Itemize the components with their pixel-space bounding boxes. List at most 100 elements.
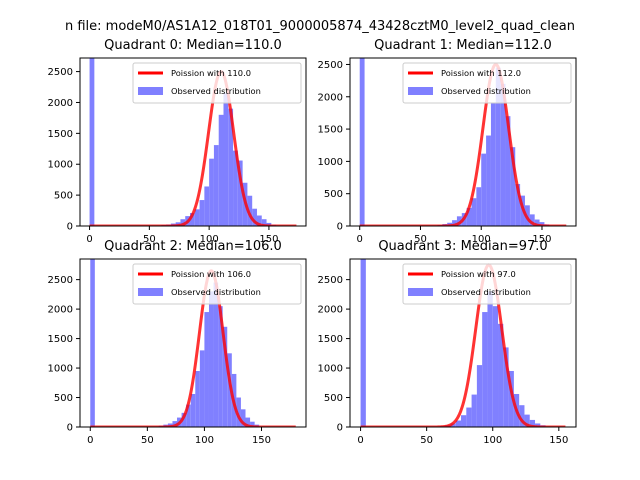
histogram-bar	[492, 306, 499, 427]
y-tick-label: 2500	[318, 275, 343, 286]
histogram-bar	[515, 184, 521, 226]
y-tick-label: 2000	[318, 305, 343, 316]
y-tick-label: 0	[337, 423, 343, 434]
x-tick-label: 150	[252, 435, 271, 446]
y-tick-label: 2500	[48, 275, 73, 286]
histogram-bar	[208, 291, 214, 427]
x-tick-label: 0	[357, 435, 363, 446]
histogram-bar	[199, 200, 205, 226]
histogram-bar	[466, 407, 472, 427]
histogram-bar	[247, 195, 253, 226]
y-tick-label: 500	[324, 393, 343, 404]
legend-observed-label: Observed distribution	[171, 287, 261, 297]
histogram-bar	[452, 220, 457, 226]
legend-observed-label: Observed distribution	[441, 86, 531, 96]
histogram-bar	[233, 150, 238, 226]
legend-fit-label: Poission with 106.0	[171, 269, 251, 279]
histogram-bar	[190, 213, 195, 226]
histogram-bar	[471, 198, 477, 226]
axes-frame	[79, 57, 307, 227]
legend: Poission with 106.0 Observed distribution	[132, 263, 302, 305]
x-tick-label: 100	[195, 435, 214, 446]
x-tick-label: 50	[420, 435, 433, 446]
figure-suptitle: n file: modeM0/AS1A12_018T01_9000005874_…	[65, 19, 575, 34]
histogram-bar	[245, 417, 251, 427]
histogram-bar	[535, 423, 541, 427]
y-tick-label: 2500	[318, 60, 343, 71]
subplot-title: Quadrant 0: Median=110.0	[104, 38, 282, 53]
y-tick-label: 500	[54, 191, 73, 202]
histogram-bar	[490, 103, 496, 226]
legend: Poission with 97.0 Observed distribution	[402, 263, 572, 305]
histogram-bar	[481, 153, 487, 226]
histogram-bar	[180, 219, 186, 226]
y-tick-label: 500	[324, 189, 343, 200]
histogram-bar	[476, 187, 482, 226]
histogram-bar	[461, 415, 467, 427]
histogram-bar	[486, 135, 491, 226]
subplot-title: Quadrant 3: Median=97.0	[378, 239, 547, 254]
legend-fit-label: Poission with 97.0	[441, 269, 516, 279]
histogram-bar	[194, 209, 200, 226]
x-tick-label: 50	[141, 435, 154, 446]
x-tick-label: 0	[87, 435, 93, 446]
histogram-bar	[498, 323, 504, 427]
x-tick-label: 100	[483, 435, 502, 446]
histogram-bar	[487, 291, 493, 427]
poisson-fit-line	[359, 263, 567, 427]
histogram-bar-zero	[360, 259, 366, 427]
histogram-bar	[204, 312, 209, 427]
histogram-bar	[539, 222, 545, 226]
histogram-bar	[213, 282, 219, 427]
legend-observed-swatch	[138, 87, 163, 95]
y-tick-label: 1000	[318, 364, 343, 375]
subplot-title: Quadrant 1: Median=112.0	[374, 38, 552, 53]
histogram-bar	[186, 404, 191, 427]
x-tick-label: 150	[259, 234, 278, 245]
legend-box	[132, 62, 302, 104]
histogram-bar	[172, 421, 178, 427]
legend-observed-label: Observed distribution	[171, 86, 261, 96]
histogram-bar	[181, 412, 187, 427]
histogram-bar	[261, 219, 267, 226]
plot-area	[89, 259, 297, 427]
y-tick-label: 2500	[48, 67, 73, 78]
histogram-bar	[466, 207, 472, 226]
y-tick-label: 1500	[318, 125, 343, 136]
poisson-fit-line	[88, 70, 298, 226]
histogram-bar	[529, 419, 536, 427]
histogram-bar	[227, 353, 232, 427]
histogram-bar	[450, 423, 456, 427]
x-tick-label: 0	[86, 234, 92, 245]
histogram-bar	[534, 219, 540, 226]
y-tick-label: 1500	[48, 334, 73, 345]
histogram-bar	[228, 108, 234, 226]
histogram-bar	[505, 116, 511, 226]
poisson-fit-line	[358, 62, 568, 226]
histogram-bar	[455, 420, 462, 427]
histogram-bar	[508, 371, 514, 427]
legend-box	[402, 62, 572, 104]
plot-area	[88, 58, 298, 226]
y-tick-label: 2000	[318, 92, 343, 103]
histogram-bar	[222, 326, 228, 427]
histogram-bar	[503, 347, 509, 427]
histogram-bar	[456, 216, 462, 226]
histogram-bar	[223, 93, 229, 226]
x-tick-label: 150	[549, 435, 568, 446]
axes-frame	[79, 258, 307, 428]
histogram-bar	[195, 371, 200, 427]
legend-observed-swatch	[408, 87, 433, 95]
y-tick-label: 0	[67, 423, 73, 434]
histogram-bar	[218, 306, 223, 427]
histogram-bar	[204, 186, 210, 226]
x-tick-label: 0	[357, 234, 363, 245]
histogram-bar	[237, 160, 243, 226]
x-tick-label: 50	[414, 234, 427, 245]
legend-observed-label: Observed distribution	[441, 287, 531, 297]
histogram-bar	[529, 214, 535, 226]
histogram-bar	[240, 409, 246, 427]
